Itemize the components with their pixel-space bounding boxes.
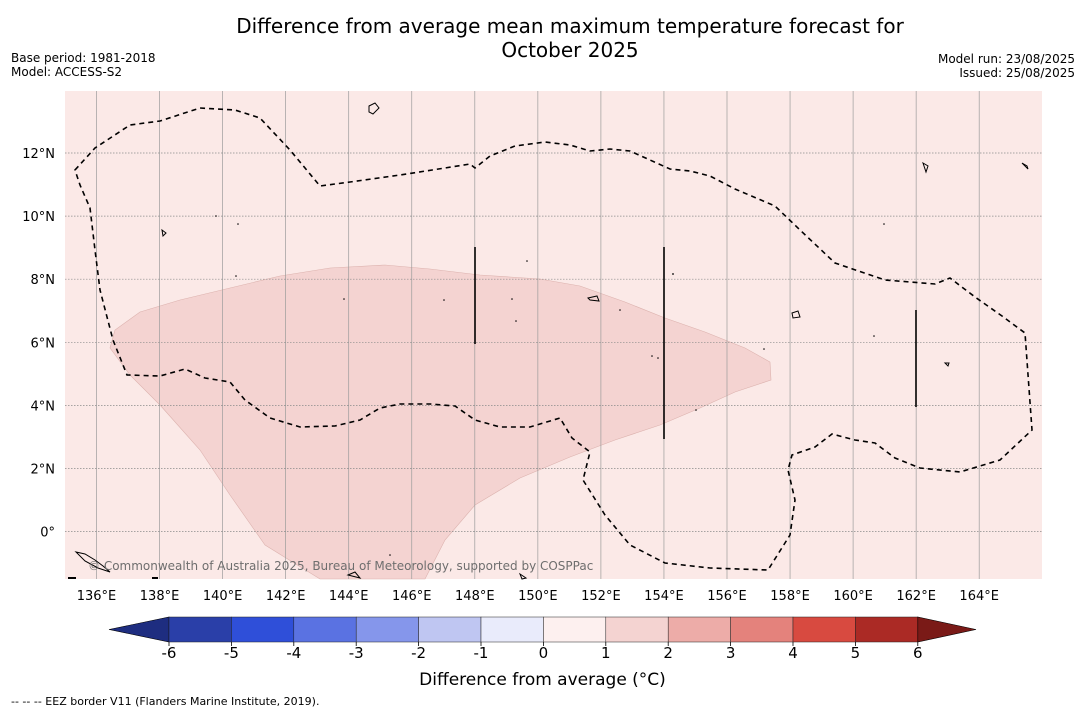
colorbar-segment xyxy=(792,616,856,643)
longitude-labels: 136°E 138°E 140°E 142°E 144°E 146°E 148°E 150°E… xyxy=(77,589,999,604)
colorbar-segment xyxy=(418,616,482,643)
colorbar-segment xyxy=(293,616,357,643)
colorbar-segment xyxy=(168,616,232,643)
longitude-tick-label: 138°E xyxy=(140,589,180,604)
longitude-tick-label: 142°E xyxy=(266,589,306,604)
latitude-tick-label: 0° xyxy=(40,526,55,541)
colorbar-tick-label: -1 xyxy=(474,644,489,662)
islets xyxy=(68,215,885,579)
colorbar-tick-label: 4 xyxy=(788,644,798,662)
latitude-labels: 12°N 10°N 8°N 6°N 4°N 2°N 0° xyxy=(22,147,55,541)
longitude-tick-label: 156°E xyxy=(707,589,747,604)
colorbar-segment xyxy=(855,616,919,643)
colorbar-tick-label: -3 xyxy=(349,644,364,662)
colorbar-tick-label: 5 xyxy=(851,644,861,662)
colorbar-tick-label: 3 xyxy=(726,644,736,662)
latitude-tick-label: 2°N xyxy=(31,463,56,478)
colorbar-segment xyxy=(480,616,544,643)
latitude-tick-label: 6°N xyxy=(31,336,56,351)
longitude-tick-label: 148°E xyxy=(455,589,495,604)
colorbar-segment xyxy=(543,616,607,643)
longitude-tick-label: 160°E xyxy=(833,589,873,604)
model-name: Model: ACCESS-S2 xyxy=(11,65,123,79)
longitude-tick-label: 140°E xyxy=(203,589,243,604)
meta-left: Base period: 1981-2018 Model: ACCESS-S2 xyxy=(11,51,156,79)
latitude-tick-label: 10°N xyxy=(22,210,55,225)
base-period: Base period: 1981-2018 xyxy=(11,51,156,65)
colorbar-tick-label: -6 xyxy=(162,644,177,662)
colorbar-tick-label: -4 xyxy=(286,644,301,662)
colorbar-min-extend xyxy=(108,616,170,643)
colorbar-tick-labels: -6 -5 -4 -3 -2 -1 0 1 2 3 4 5 6 xyxy=(162,642,923,662)
meta-right: Model run: 23/08/2025 Issued: 25/08/2025 xyxy=(938,52,1075,80)
latitude-tick-label: 4°N xyxy=(31,399,56,414)
colorbar-tick-label: -5 xyxy=(224,644,239,662)
latitude-tick-label: 8°N xyxy=(31,273,56,288)
colorbar-tick-label: 1 xyxy=(601,644,611,662)
border-segments xyxy=(474,247,917,439)
eez-footnote: -- -- -- EEZ border V11 (Flanders Marine… xyxy=(11,695,320,708)
colorbar-tick-label: 2 xyxy=(663,644,673,662)
colorbar-segment xyxy=(231,616,295,643)
colorbar xyxy=(108,616,977,643)
model-run: Model run: 23/08/2025 xyxy=(937,52,1075,66)
colorbar-segment xyxy=(730,616,794,643)
longitude-tick-label: 146°E xyxy=(392,589,432,604)
eez-borders xyxy=(74,107,1033,571)
longitude-tick-label: 162°E xyxy=(896,589,936,604)
colorbar-segment xyxy=(355,616,419,643)
longitude-tick-label: 154°E xyxy=(644,589,684,604)
title-line-2: October 2025 xyxy=(501,38,639,62)
anomaly-region xyxy=(109,264,772,580)
title-line-1: Difference from average mean maximum tem… xyxy=(236,14,904,38)
colorbar-label: Difference from average (°C) xyxy=(419,670,666,690)
longitude-tick-label: 152°E xyxy=(581,589,621,604)
longitude-tick-label: 144°E xyxy=(329,589,369,604)
islands xyxy=(74,102,1029,580)
issued-date: Issued: 25/08/2025 xyxy=(959,66,1075,80)
colorbar-tick-label: 0 xyxy=(539,644,549,662)
longitude-tick-label: 164°E xyxy=(959,589,999,604)
colorbar-tick-label: -2 xyxy=(411,644,426,662)
map-title: Difference from average mean maximum tem… xyxy=(170,14,970,62)
colorbar-max-extend xyxy=(917,616,977,643)
copyright-text: © Commonwealth of Australia 2025, Bureau… xyxy=(88,559,593,573)
colorbar-tick-label: 6 xyxy=(913,644,923,662)
colorbar-segment xyxy=(667,616,731,643)
longitude-tick-label: 158°E xyxy=(770,589,810,604)
latitude-tick-label: 12°N xyxy=(22,147,55,162)
longitude-tick-label: 136°E xyxy=(77,589,117,604)
colorbar-segment xyxy=(605,616,669,643)
longitude-tick-label: 150°E xyxy=(518,589,558,604)
